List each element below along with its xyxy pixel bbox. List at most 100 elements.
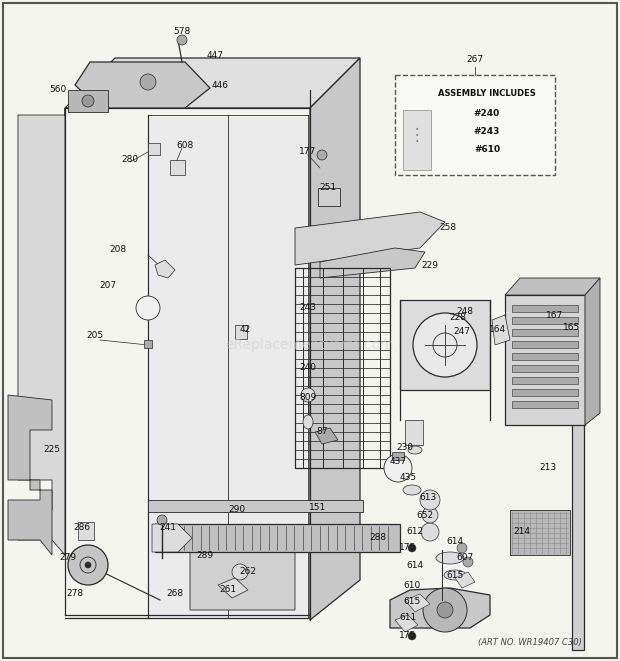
Bar <box>150 117 307 617</box>
Text: 290: 290 <box>228 506 246 514</box>
Text: 229: 229 <box>422 260 438 270</box>
Text: 175: 175 <box>399 543 417 553</box>
Text: 578: 578 <box>174 28 190 36</box>
Text: 177: 177 <box>299 147 317 157</box>
Text: 614: 614 <box>446 537 464 547</box>
Bar <box>512 305 578 312</box>
Text: 280: 280 <box>122 155 138 165</box>
Circle shape <box>457 543 467 553</box>
Circle shape <box>68 545 108 585</box>
Polygon shape <box>65 58 360 108</box>
Bar <box>512 341 578 348</box>
Text: 165: 165 <box>564 323 580 332</box>
Text: 268: 268 <box>166 588 184 598</box>
Bar <box>395 75 555 175</box>
Text: 446: 446 <box>211 81 229 89</box>
Text: 614: 614 <box>407 561 423 570</box>
Text: #243: #243 <box>474 126 500 136</box>
Text: 613: 613 <box>419 494 436 502</box>
Text: 205: 205 <box>86 330 104 340</box>
Text: 251: 251 <box>319 184 337 192</box>
Text: 167: 167 <box>546 311 564 319</box>
Text: 437: 437 <box>389 457 407 467</box>
Polygon shape <box>505 278 600 295</box>
Bar <box>505 295 585 425</box>
Text: 607: 607 <box>456 553 474 563</box>
Polygon shape <box>190 525 295 610</box>
Circle shape <box>157 515 167 525</box>
Text: 230: 230 <box>396 444 414 453</box>
Text: eReplacementParts.com: eReplacementParts.com <box>226 338 394 352</box>
Bar <box>155 524 400 552</box>
Text: (ART NO. WR19407 C30): (ART NO. WR19407 C30) <box>478 637 582 646</box>
Text: 258: 258 <box>440 223 456 233</box>
Bar <box>403 110 431 170</box>
Polygon shape <box>395 615 418 632</box>
Polygon shape <box>320 248 425 278</box>
Bar <box>510 510 570 555</box>
Bar <box>512 365 578 372</box>
Text: #240: #240 <box>474 108 500 118</box>
Text: 610: 610 <box>404 580 420 590</box>
Text: 175: 175 <box>399 631 417 639</box>
Text: ⋮: ⋮ <box>409 126 425 144</box>
Bar <box>512 353 578 360</box>
Bar <box>512 401 578 408</box>
Text: 228: 228 <box>450 313 466 323</box>
Circle shape <box>384 454 412 482</box>
Circle shape <box>85 562 91 568</box>
Polygon shape <box>455 572 475 588</box>
Polygon shape <box>152 524 192 552</box>
Text: 611: 611 <box>399 613 417 623</box>
Text: 286: 286 <box>73 522 91 531</box>
Text: 214: 214 <box>513 527 531 537</box>
Text: 164: 164 <box>489 325 507 334</box>
Polygon shape <box>218 578 248 598</box>
Text: 279: 279 <box>60 553 76 563</box>
Circle shape <box>422 507 438 523</box>
Circle shape <box>140 74 156 90</box>
Text: 289: 289 <box>197 551 213 559</box>
Circle shape <box>413 313 477 377</box>
Bar <box>68 90 108 112</box>
Text: 247: 247 <box>453 327 471 336</box>
Bar <box>318 188 340 206</box>
Circle shape <box>463 557 473 567</box>
Circle shape <box>420 490 440 510</box>
Text: 87: 87 <box>316 428 328 436</box>
Bar <box>392 452 404 460</box>
Circle shape <box>408 632 416 640</box>
Text: 615: 615 <box>446 570 464 580</box>
Text: #610: #610 <box>474 145 500 153</box>
Polygon shape <box>310 58 360 620</box>
Bar <box>144 340 152 348</box>
Text: 288: 288 <box>370 533 386 543</box>
Circle shape <box>408 544 416 552</box>
Polygon shape <box>585 278 600 425</box>
Polygon shape <box>8 395 52 555</box>
Bar <box>512 329 578 336</box>
Ellipse shape <box>436 552 464 564</box>
Text: 241: 241 <box>159 522 177 531</box>
Polygon shape <box>315 428 338 444</box>
Text: 608: 608 <box>176 141 193 149</box>
Ellipse shape <box>403 485 421 495</box>
Circle shape <box>437 602 453 618</box>
Text: 435: 435 <box>399 473 417 483</box>
Text: 615: 615 <box>404 598 420 607</box>
Text: 42: 42 <box>239 325 250 334</box>
Circle shape <box>82 95 94 107</box>
Text: 225: 225 <box>43 446 61 455</box>
Ellipse shape <box>444 570 466 580</box>
Circle shape <box>177 35 187 45</box>
Bar <box>572 290 584 650</box>
Text: 240: 240 <box>299 364 316 373</box>
Bar <box>148 143 160 155</box>
Bar <box>78 522 94 540</box>
Bar <box>295 268 390 468</box>
Text: 248: 248 <box>456 307 474 317</box>
Circle shape <box>317 150 327 160</box>
Polygon shape <box>155 260 175 278</box>
Circle shape <box>232 564 248 580</box>
Bar <box>400 300 490 390</box>
